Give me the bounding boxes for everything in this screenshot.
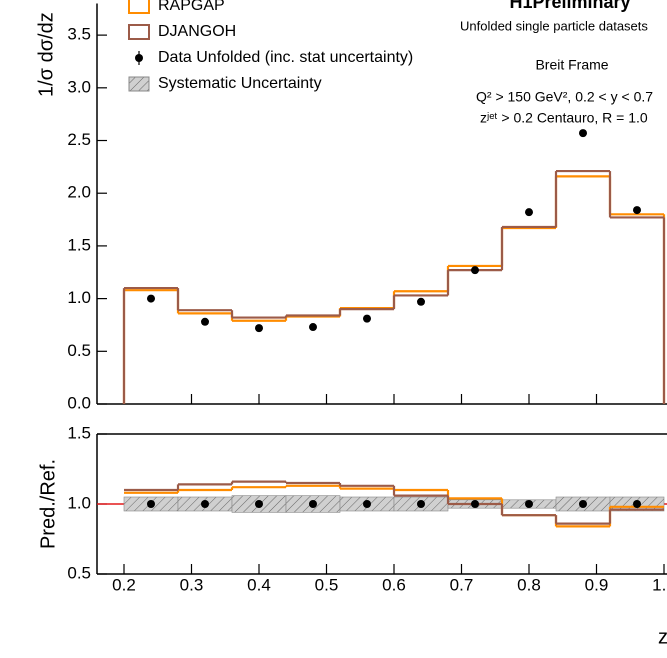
annotation: Q² > 150 GeV², 0.2 < y < 0.7 — [476, 89, 653, 105]
data-point — [147, 294, 155, 303]
x-tick-label: 0.9 — [585, 575, 609, 594]
data-point — [417, 297, 425, 306]
x-tick-label: 0.7 — [450, 575, 474, 594]
y-tick-label: 2.5 — [67, 130, 91, 149]
legend-label: RAPGAP — [158, 0, 225, 14]
legend-swatch — [128, 24, 150, 40]
annotation: Unfolded single particle datasets — [460, 18, 648, 33]
data-point — [633, 206, 641, 215]
y-axis-label: 1/σ dσ/dz — [35, 12, 57, 97]
y-axis-label: Pred./Ref. — [37, 459, 59, 549]
data-point — [525, 500, 533, 508]
legend-swatch — [128, 76, 150, 92]
data-point — [147, 500, 155, 508]
legend-label: Data Unfolded (inc. stat uncertainty) — [158, 49, 413, 66]
y-tick-label: 1.0 — [67, 493, 91, 512]
y-tick-label: 0.0 — [67, 393, 91, 412]
y-tick-label: 1.5 — [67, 423, 91, 442]
x-axis-label: z — [658, 626, 667, 648]
legend-swatch — [135, 54, 143, 62]
annotation: zʲᵉᵗ > 0.2 Centauro, R = 1.0 — [480, 110, 648, 126]
x-tick-label: 0.6 — [382, 575, 406, 594]
data-point — [579, 129, 587, 138]
annotation: Breit Frame — [535, 57, 608, 73]
y-tick-label: 0.5 — [67, 341, 91, 360]
data-point — [525, 208, 533, 217]
data-point — [201, 500, 209, 508]
annotation: H1Preliminary — [509, 0, 630, 12]
data-point — [309, 323, 317, 332]
legend-swatch — [128, 0, 150, 14]
y-tick-label: 1.0 — [67, 288, 91, 307]
y-tick-label: 3.5 — [67, 25, 91, 44]
x-tick-label: 1.0 — [652, 575, 667, 594]
y-tick-label: 1.5 — [67, 235, 91, 254]
y-tick-label: 2.0 — [67, 183, 91, 202]
x-tick-label: 0.8 — [517, 575, 541, 594]
data-point — [255, 500, 263, 508]
data-point — [417, 500, 425, 508]
y-tick-label: 3.0 — [67, 77, 91, 96]
data-point — [633, 500, 641, 508]
data-point — [201, 317, 209, 326]
x-tick-label: 0.3 — [180, 575, 204, 594]
data-point — [363, 314, 371, 323]
data-point — [309, 500, 317, 508]
x-tick-label: 0.2 — [112, 575, 136, 594]
data-point — [471, 500, 479, 508]
data-point — [471, 266, 479, 275]
legend-label: DJANGOH — [158, 23, 236, 40]
data-point — [363, 500, 371, 508]
data-point — [255, 324, 263, 333]
y-tick-label: 0.5 — [67, 563, 91, 582]
x-tick-label: 0.4 — [247, 575, 271, 594]
data-point — [579, 500, 587, 508]
legend-label: Systematic Uncertainty — [158, 75, 322, 92]
x-tick-label: 0.5 — [315, 575, 339, 594]
